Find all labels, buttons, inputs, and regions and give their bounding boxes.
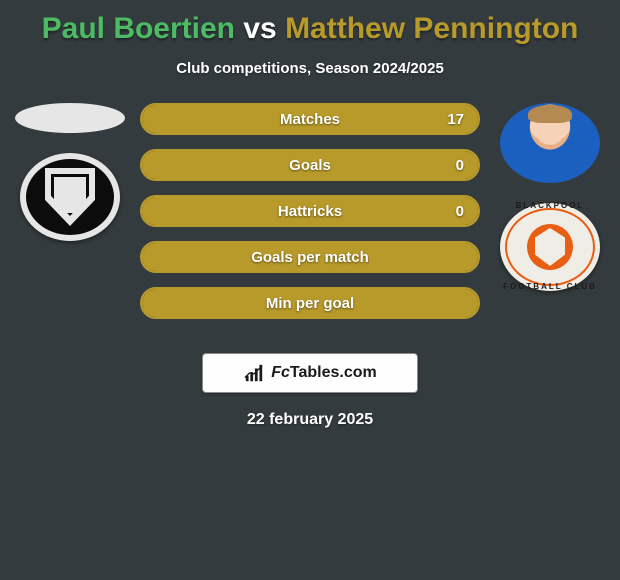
club-shield-icon — [45, 168, 95, 226]
vs-separator: vs — [243, 12, 276, 45]
stat-bars: Matches 17 Goals 0 Hattricks 0 Goals per match… — [140, 103, 480, 319]
stat-label: Goals per match — [251, 249, 369, 266]
comparison-infographic: Paul Boertien vs Matthew Pennington Club… — [0, 0, 620, 580]
comparison-body: Matches 17 Goals 0 Hattricks 0 Goals per match… — [0, 103, 620, 333]
club-arc-text-top: BLACKPOOL — [500, 201, 600, 210]
stat-bar: Matches 17 — [140, 103, 480, 135]
player1-club-logo — [20, 153, 120, 241]
stat-value-right: 0 — [456, 157, 464, 174]
page-title: Paul Boertien vs Matthew Pennington — [0, 0, 620, 46]
player2-name: Matthew Pennington — [285, 12, 578, 45]
player1-column — [10, 103, 130, 241]
player2-club-logo: BLACKPOOL FOOTBALL CLUB — [500, 203, 600, 291]
club-arc-text-bottom: FOOTBALL CLUB — [500, 282, 600, 291]
stat-bar: Goals per match — [140, 241, 480, 273]
stat-bar: Min per goal — [140, 287, 480, 319]
stat-value-right: 0 — [456, 203, 464, 220]
player2-column: BLACKPOOL FOOTBALL CLUB — [490, 103, 610, 291]
stat-label: Goals — [289, 157, 331, 174]
stat-bar: Hattricks 0 — [140, 195, 480, 227]
stat-bar: Goals 0 — [140, 149, 480, 181]
brand-text: FcTables.com — [271, 364, 377, 382]
subtitle: Club competitions, Season 2024/2025 — [0, 60, 620, 77]
player1-name: Paul Boertien — [42, 12, 235, 45]
stat-label: Min per goal — [266, 295, 354, 312]
club-inner-icon — [527, 224, 573, 270]
brand-attribution: FcTables.com — [202, 353, 418, 393]
stat-label: Matches — [280, 111, 340, 128]
bar-chart-icon — [243, 363, 265, 383]
player1-photo — [15, 103, 125, 133]
stat-value-right: 17 — [447, 111, 464, 128]
date-label: 22 february 2025 — [0, 411, 620, 429]
player2-photo — [500, 103, 600, 183]
stat-label: Hattricks — [278, 203, 342, 220]
